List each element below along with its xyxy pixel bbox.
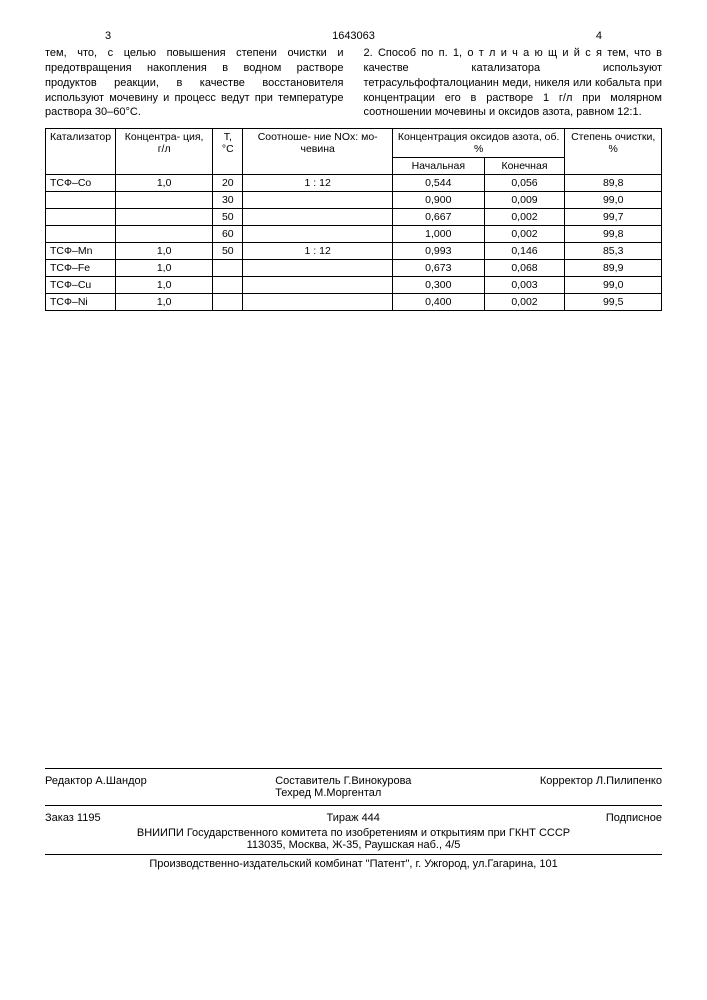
- cell: 0,056: [484, 175, 565, 192]
- th-temperature: Т, °С: [213, 129, 243, 175]
- cell: [243, 277, 393, 294]
- table-row: ТСФ–Fe1,0 0,6730,06889,9: [46, 260, 662, 277]
- cell: [46, 209, 116, 226]
- cell: 85,3: [565, 243, 662, 260]
- th-concentration: Концентра- ция, г/л: [116, 129, 213, 175]
- page-right: 4: [596, 30, 602, 42]
- th-start: Начальная: [393, 158, 485, 175]
- cell: 0,993: [393, 243, 485, 260]
- cell: 0,400: [393, 294, 485, 311]
- compiler-tech: Составитель Г.Винокурова Техред М.Морген…: [275, 775, 411, 799]
- cell: [46, 226, 116, 243]
- table-row: 60 1,0000,00299,8: [46, 226, 662, 243]
- cell: 1,000: [393, 226, 485, 243]
- table-row: ТСФ–Ni1,0 0,4000,00299,5: [46, 294, 662, 311]
- page-left: 3: [105, 30, 111, 42]
- cell: 99,0: [565, 277, 662, 294]
- cell: 0,900: [393, 192, 485, 209]
- tiraz: Тираж 444: [327, 812, 380, 824]
- th-end: Конечная: [484, 158, 565, 175]
- cell: 0,544: [393, 175, 485, 192]
- cell: [213, 294, 243, 311]
- th-oxide-conc: Концентрация оксидов азота, об. %: [393, 129, 565, 158]
- cell: [243, 226, 393, 243]
- column-right: 2. Способ по п. 1, о т л и ч а ю щ и й с…: [364, 46, 663, 120]
- cell: 0,667: [393, 209, 485, 226]
- th-degree: Степень очистки, %: [565, 129, 662, 175]
- cell: 0,673: [393, 260, 485, 277]
- patent-number: 1643063: [332, 30, 375, 42]
- cell: 1,0: [116, 243, 213, 260]
- editor: Редактор А.Шандор: [45, 775, 147, 799]
- cell: 0,002: [484, 226, 565, 243]
- cell: [213, 277, 243, 294]
- cell: 99,7: [565, 209, 662, 226]
- cell: [116, 226, 213, 243]
- cell: 0,300: [393, 277, 485, 294]
- cell: 99,5: [565, 294, 662, 311]
- table-row: 50 0,6670,00299,7: [46, 209, 662, 226]
- cell: 30: [213, 192, 243, 209]
- table-row: ТСФ–Co1,0201 : 120,5440,05689,8: [46, 175, 662, 192]
- data-table: Катализатор Концентра- ция, г/л Т, °С Со…: [45, 128, 662, 311]
- cell: 0,002: [484, 209, 565, 226]
- cell: [243, 294, 393, 311]
- cell: ТСФ–Fe: [46, 260, 116, 277]
- cell: 89,9: [565, 260, 662, 277]
- cell: [243, 209, 393, 226]
- cell: 60: [213, 226, 243, 243]
- cell: 20: [213, 175, 243, 192]
- cell: ТСФ–Cu: [46, 277, 116, 294]
- cell: 89,8: [565, 175, 662, 192]
- footer: Редактор А.Шандор Составитель Г.Винокуро…: [45, 765, 662, 870]
- column-left: тем, что, с целью повышения степени очис…: [45, 46, 344, 120]
- cell: 1,0: [116, 175, 213, 192]
- cell: ТСФ–Mn: [46, 243, 116, 260]
- cell: 1 : 12: [243, 175, 393, 192]
- cell: [116, 192, 213, 209]
- addr: 113035, Москва, Ж-35, Раушская наб., 4/5: [45, 839, 662, 851]
- cell: 0,003: [484, 277, 565, 294]
- cell: 1,0: [116, 294, 213, 311]
- table-row: ТСФ–Mn1,0501 : 120,9930,14685,3: [46, 243, 662, 260]
- table-row: 30 0,9000,00999,0: [46, 192, 662, 209]
- table-row: ТСФ–Cu1,0 0,3000,00399,0: [46, 277, 662, 294]
- press: Производственно-издательский комбинат "П…: [45, 858, 662, 870]
- cell: 0,009: [484, 192, 565, 209]
- cell: ТСФ–Co: [46, 175, 116, 192]
- cell: [243, 260, 393, 277]
- corrector: Корректор Л.Пилипенко: [540, 775, 662, 799]
- cell: 50: [213, 243, 243, 260]
- org: ВНИИПИ Государственного комитета по изоб…: [45, 827, 662, 839]
- cell: 0,002: [484, 294, 565, 311]
- cell: 1,0: [116, 260, 213, 277]
- cell: 99,0: [565, 192, 662, 209]
- cell: [46, 192, 116, 209]
- cell: 1,0: [116, 277, 213, 294]
- cell: 0,068: [484, 260, 565, 277]
- cell: ТСФ–Ni: [46, 294, 116, 311]
- th-catalyst: Катализатор: [46, 129, 116, 175]
- text-columns: тем, что, с целью повышения степени очис…: [45, 46, 662, 120]
- th-ratio: Соотноше- ние NOx: мо- чевина: [243, 129, 393, 175]
- cell: [213, 260, 243, 277]
- cell: 50: [213, 209, 243, 226]
- page-header: 3 1643063 4: [45, 30, 662, 42]
- cell: 99,8: [565, 226, 662, 243]
- cell: 0,146: [484, 243, 565, 260]
- cell: 1 : 12: [243, 243, 393, 260]
- cell: [243, 192, 393, 209]
- cell: [116, 209, 213, 226]
- podpis: Подписное: [606, 812, 662, 824]
- order: Заказ 1195: [45, 812, 101, 824]
